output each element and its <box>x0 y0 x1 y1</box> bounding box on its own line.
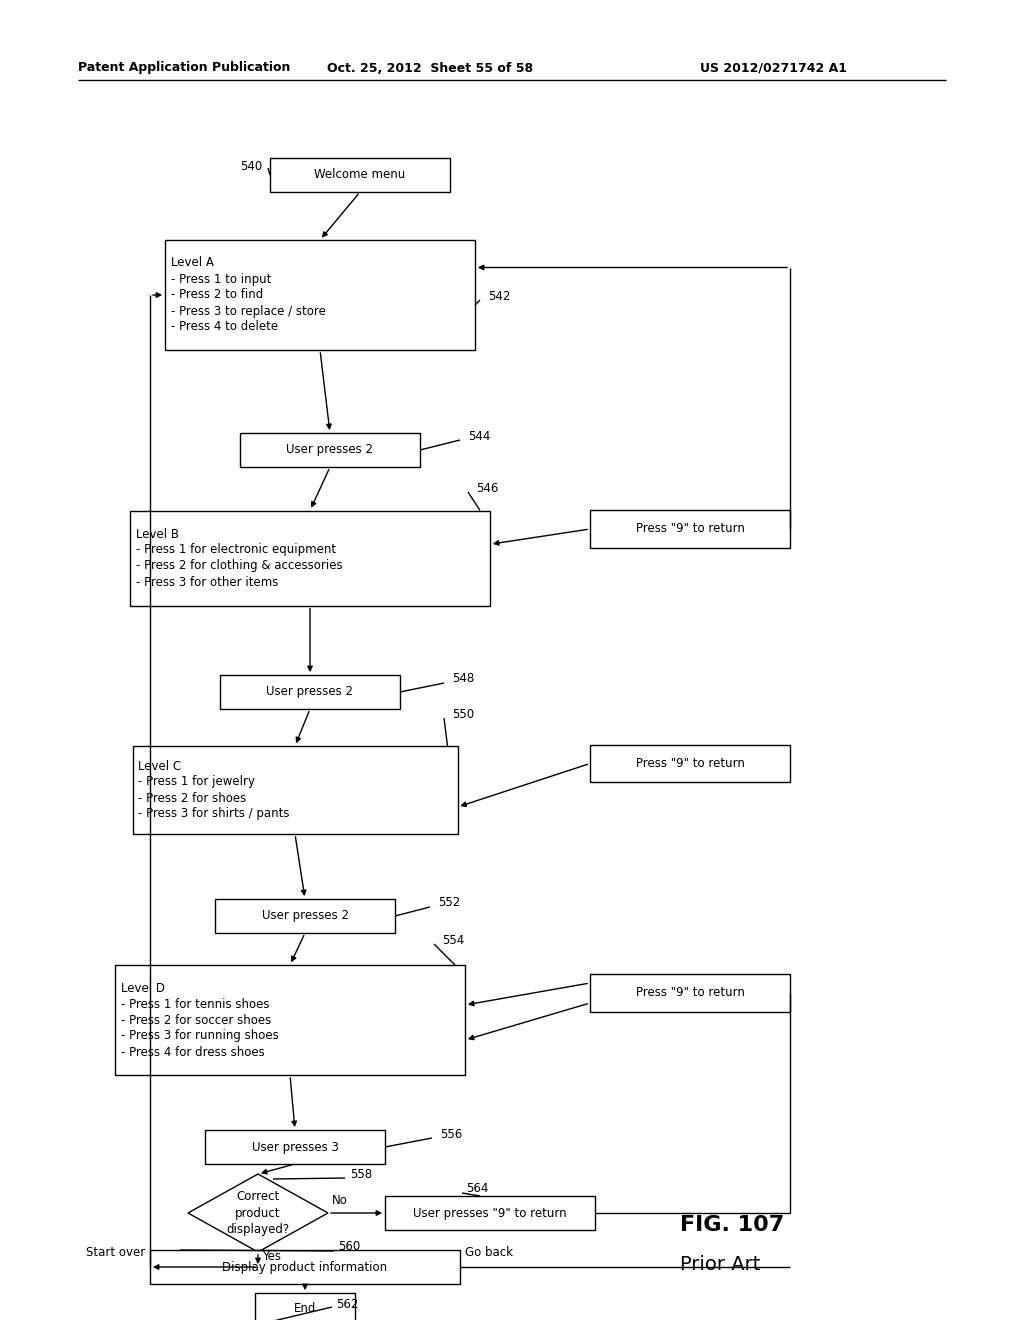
Text: Press "9" to return: Press "9" to return <box>636 986 744 999</box>
Polygon shape <box>188 1173 328 1251</box>
Bar <box>385 1196 595 1230</box>
Bar <box>240 433 420 467</box>
Text: User presses 3: User presses 3 <box>252 1140 339 1154</box>
Bar <box>130 511 490 606</box>
Bar <box>220 675 400 709</box>
Text: Prior Art: Prior Art <box>680 1255 761 1275</box>
Text: 548: 548 <box>452 672 474 685</box>
Text: User presses 2: User presses 2 <box>287 444 374 457</box>
Text: Press "9" to return: Press "9" to return <box>636 756 744 770</box>
Text: User presses 2: User presses 2 <box>261 909 348 923</box>
Text: Correct
product
displayed?: Correct product displayed? <box>226 1191 290 1236</box>
Text: Go back: Go back <box>465 1246 513 1259</box>
Bar <box>150 1250 460 1284</box>
Text: FIG. 107: FIG. 107 <box>680 1214 784 1236</box>
Text: 550: 550 <box>452 709 474 722</box>
Text: Welcome menu: Welcome menu <box>314 169 406 181</box>
Text: 554: 554 <box>442 933 464 946</box>
Bar <box>165 240 475 350</box>
Bar <box>270 158 450 191</box>
Text: 540: 540 <box>240 160 262 173</box>
Text: 546: 546 <box>476 483 499 495</box>
Text: Yes: Yes <box>262 1250 281 1263</box>
Text: Start over: Start over <box>86 1246 145 1259</box>
Text: 544: 544 <box>468 429 490 442</box>
Text: 562: 562 <box>336 1299 358 1312</box>
Text: End: End <box>294 1302 316 1315</box>
Bar <box>205 1130 385 1164</box>
Text: Display product information: Display product information <box>222 1261 387 1274</box>
Text: 552: 552 <box>438 896 460 909</box>
Text: Level B
- Press 1 for electronic equipment
- Press 2 for clothing & accessories
: Level B - Press 1 for electronic equipme… <box>136 528 343 589</box>
Bar <box>255 1294 355 1320</box>
Bar <box>590 510 790 548</box>
Text: Level D
- Press 1 for tennis shoes
- Press 2 for soccer shoes
- Press 3 for runn: Level D - Press 1 for tennis shoes - Pre… <box>121 982 279 1059</box>
Text: 556: 556 <box>440 1127 462 1140</box>
Bar <box>590 974 790 1012</box>
Text: 560: 560 <box>338 1241 360 1254</box>
Text: 564: 564 <box>466 1183 488 1196</box>
Text: Press "9" to return: Press "9" to return <box>636 523 744 536</box>
Bar <box>590 744 790 781</box>
Text: Patent Application Publication: Patent Application Publication <box>78 62 291 74</box>
Text: User presses "9" to return: User presses "9" to return <box>414 1206 567 1220</box>
Text: User presses 2: User presses 2 <box>266 685 353 698</box>
Text: 558: 558 <box>350 1168 372 1181</box>
Bar <box>115 965 465 1074</box>
Text: Level C
- Press 1 for jewelry
- Press 2 for shoes
- Press 3 for shirts / pants: Level C - Press 1 for jewelry - Press 2 … <box>138 759 290 821</box>
Text: No: No <box>332 1195 348 1206</box>
Text: Oct. 25, 2012  Sheet 55 of 58: Oct. 25, 2012 Sheet 55 of 58 <box>327 62 534 74</box>
Bar <box>215 899 395 933</box>
Text: Level A
- Press 1 to input
- Press 2 to find
- Press 3 to replace / store
- Pres: Level A - Press 1 to input - Press 2 to … <box>171 256 326 334</box>
Bar <box>132 746 458 834</box>
Text: 542: 542 <box>488 289 510 302</box>
Text: US 2012/0271742 A1: US 2012/0271742 A1 <box>700 62 847 74</box>
